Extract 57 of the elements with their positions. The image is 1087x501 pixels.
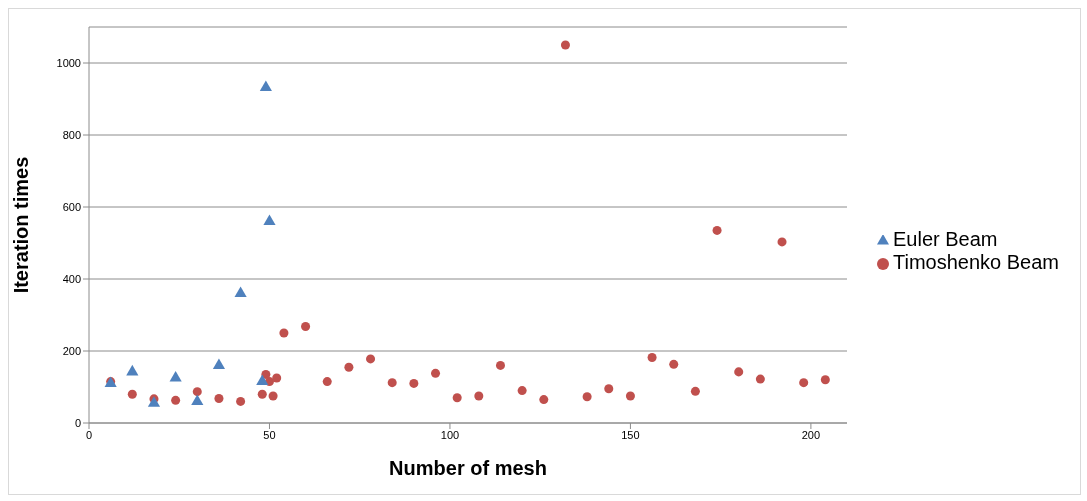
- point: [272, 373, 282, 383]
- y-tick-label: 800: [62, 128, 81, 141]
- y-tick-label: 200: [62, 344, 81, 357]
- point: [236, 396, 246, 406]
- point: [214, 394, 224, 404]
- point: [474, 391, 484, 401]
- point: [126, 364, 139, 376]
- legend-label: Timoshenko Beam: [893, 251, 1059, 273]
- point: [582, 392, 592, 402]
- x-tick-label: 150: [621, 428, 640, 441]
- point: [734, 367, 744, 377]
- point: [191, 394, 204, 405]
- point: [171, 395, 181, 405]
- point: [604, 384, 614, 394]
- x-axis-title: Number of mesh: [389, 457, 547, 479]
- point: [409, 378, 419, 388]
- y-tick-label: 0: [74, 416, 81, 429]
- point: [690, 386, 700, 396]
- y-tick-label: 1000: [56, 56, 81, 69]
- point: [517, 386, 527, 396]
- x-tick-label: 50: [263, 428, 276, 441]
- y-tick-label: 600: [62, 200, 81, 213]
- y-axis-title: Iteration times: [10, 156, 33, 294]
- point: [234, 286, 247, 297]
- point: [799, 378, 809, 388]
- x-tick-label: 200: [801, 428, 821, 441]
- point: [256, 374, 269, 386]
- point: [712, 225, 722, 235]
- point: [127, 389, 137, 399]
- point: [192, 387, 202, 397]
- point: [777, 237, 787, 247]
- point: [279, 328, 289, 338]
- point: [212, 358, 226, 369]
- point: [647, 352, 657, 362]
- x-tick-label: 100: [440, 428, 460, 441]
- legend-label: Euler Beam: [893, 228, 998, 250]
- point: [322, 377, 332, 387]
- point: [387, 378, 397, 388]
- point: [268, 391, 278, 401]
- point: [344, 362, 354, 372]
- point: [560, 40, 570, 50]
- point: [539, 395, 549, 405]
- point: [625, 391, 635, 401]
- point: [820, 375, 830, 385]
- y-tick-label: 400: [62, 272, 81, 285]
- point: [263, 214, 276, 225]
- point: [169, 370, 182, 382]
- x-tick-label: 0: [85, 428, 93, 441]
- point: [366, 354, 376, 364]
- point: [495, 360, 505, 370]
- point: [452, 393, 462, 403]
- point: [669, 359, 679, 369]
- point: [431, 368, 441, 378]
- point: [257, 389, 267, 399]
- point: [259, 80, 272, 91]
- point: [755, 374, 765, 384]
- point: [301, 322, 311, 332]
